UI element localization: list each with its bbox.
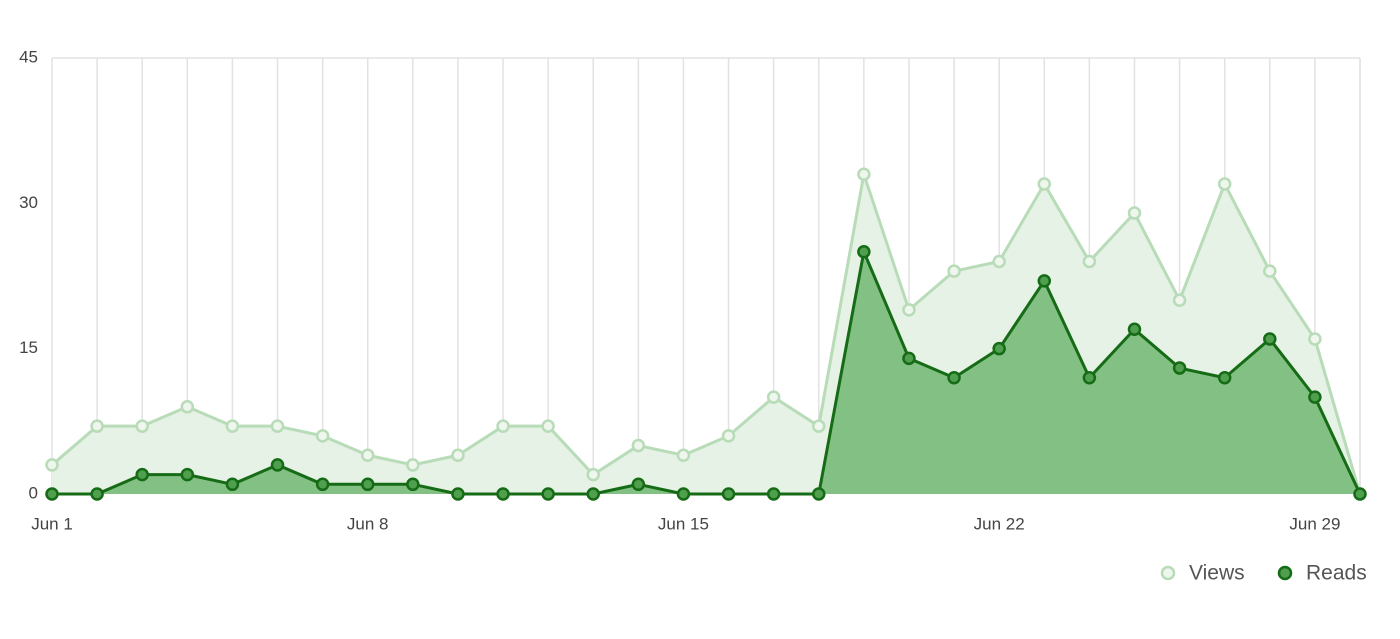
legend-label: Views	[1189, 562, 1245, 585]
marker	[360, 477, 375, 492]
marker	[1353, 487, 1367, 501]
marker	[135, 467, 149, 482]
marker	[270, 458, 285, 472]
marker	[586, 487, 600, 501]
area	[52, 251, 1360, 494]
x-tick-label: Jun 15	[658, 514, 709, 533]
legend-marker	[1277, 565, 1293, 581]
marker	[406, 458, 420, 472]
marker	[1037, 177, 1052, 191]
marker	[406, 477, 420, 492]
marker	[1172, 361, 1187, 375]
x-tick-label: Jun 29	[1289, 514, 1340, 533]
marker	[1217, 177, 1232, 191]
marker	[992, 341, 1006, 356]
marker	[1172, 293, 1187, 307]
marker	[812, 419, 826, 433]
marker	[225, 419, 240, 433]
marker	[857, 167, 871, 182]
marker	[1263, 332, 1277, 346]
marker	[1217, 370, 1232, 385]
line	[52, 250, 1362, 496]
marker	[180, 467, 195, 482]
line	[51, 172, 1362, 495]
marker	[451, 448, 465, 462]
marker	[812, 487, 826, 501]
marker	[541, 419, 555, 433]
marker	[496, 419, 510, 433]
legend-label: Reads	[1306, 562, 1367, 585]
marker	[135, 419, 149, 433]
marker	[360, 448, 375, 462]
x-tick-label: Jun 22	[974, 514, 1025, 533]
marker	[451, 487, 465, 501]
legend-marker	[1160, 565, 1176, 581]
x-tick-label: Jun 8	[347, 514, 389, 533]
y-tick-label: 15	[19, 338, 38, 357]
marker	[45, 487, 59, 501]
marker	[270, 419, 285, 433]
marker	[992, 254, 1006, 269]
marker	[631, 477, 646, 492]
marker	[541, 487, 555, 501]
marker	[180, 400, 195, 414]
marker	[1127, 206, 1142, 220]
marker	[947, 370, 961, 385]
marker	[1308, 332, 1322, 346]
marker	[1037, 274, 1052, 288]
marker	[902, 303, 916, 317]
legend: Views Reads	[1160, 562, 1367, 585]
marker	[676, 448, 691, 462]
marker	[721, 487, 736, 501]
marker	[1127, 322, 1142, 337]
marker	[90, 487, 104, 501]
marker	[496, 487, 510, 501]
marker	[90, 419, 104, 433]
marker	[947, 264, 961, 278]
marker	[1082, 370, 1097, 385]
marker	[631, 438, 646, 453]
marker	[225, 477, 240, 492]
marker	[902, 351, 916, 366]
marker	[315, 429, 330, 443]
marker	[586, 467, 600, 482]
y-tick-label: 30	[19, 193, 38, 212]
marker	[1308, 390, 1322, 404]
marker	[45, 458, 59, 472]
marker	[857, 245, 871, 259]
y-tick-label: 45	[19, 47, 38, 66]
marker	[676, 487, 691, 501]
marker	[1082, 254, 1097, 269]
x-tick-label: Jun 1	[31, 514, 73, 533]
y-tick-label: 0	[29, 483, 38, 502]
marker	[721, 429, 736, 443]
marker	[315, 477, 330, 492]
marker	[766, 487, 781, 501]
marker	[1263, 264, 1277, 278]
marker	[766, 390, 781, 404]
